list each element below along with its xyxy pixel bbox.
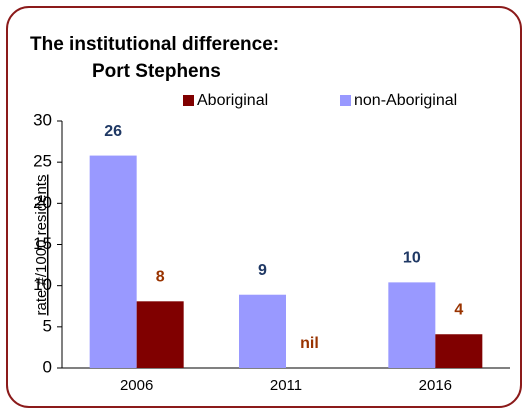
x-tick-label: 2006 (120, 377, 153, 394)
legend-swatch (340, 95, 351, 106)
value-label: 8 (156, 269, 165, 286)
y-axis-label: rate #/1000 residents (33, 175, 50, 316)
bar (89, 155, 137, 368)
bar (435, 334, 483, 368)
value-label: 10 (403, 250, 421, 267)
value-label: 9 (258, 262, 267, 279)
value-label: nil (300, 335, 319, 352)
y-tick-label: 15 (33, 234, 52, 253)
legend-label: Aboriginal (197, 92, 268, 109)
chart-title: The institutional difference: (30, 34, 279, 55)
y-tick-label: 5 (43, 316, 52, 335)
bar (136, 301, 184, 368)
y-tick-label: 0 (43, 357, 52, 376)
x-tick-label: 2016 (419, 377, 452, 394)
y-tick-label: 25 (33, 152, 52, 171)
bar (388, 282, 436, 368)
value-label: 4 (454, 301, 463, 318)
chart-subtitle: Port Stephens (92, 61, 221, 82)
y-tick-label: 10 (33, 275, 52, 294)
x-tick-label: 2011 (270, 377, 302, 394)
y-tick-label: 20 (33, 193, 52, 212)
y-tick-label: 30 (33, 110, 52, 129)
legend-swatch (183, 95, 194, 106)
value-label: 26 (104, 123, 122, 140)
bar (239, 294, 286, 368)
legend-label: non-Aboriginal (354, 92, 457, 109)
